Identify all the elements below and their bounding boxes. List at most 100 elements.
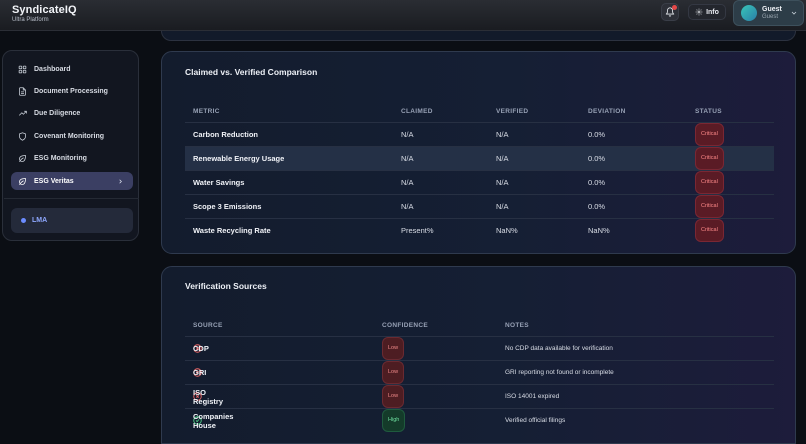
info-button[interactable]: Info	[688, 4, 726, 20]
table-row[interactable]: Companies House High Verified official f…	[185, 408, 774, 432]
metric-cell: Carbon Reduction	[193, 130, 258, 139]
sources-title: Verification Sources	[185, 281, 267, 291]
verified-cell: N/A	[496, 202, 509, 211]
confidence-badge: Low	[382, 361, 405, 384]
lma-label: LMA	[32, 217, 48, 224]
confidence-badge: High	[382, 409, 406, 432]
sidebar-divider	[4, 198, 139, 199]
table-row[interactable]: Renewable Energy Usage N/A N/A 0.0% Crit…	[185, 146, 774, 170]
column-header-claimed: CLAIMED	[401, 107, 433, 115]
shield-icon	[19, 131, 26, 141]
user-menu-button[interactable]: Guest Guest	[733, 0, 804, 26]
leaf-icon	[19, 154, 26, 162]
metric-cell: Scope 3 Emissions	[193, 202, 262, 211]
table-row[interactable]: Carbon Reduction N/A N/A 0.0% Critical	[185, 122, 774, 146]
metric-cell: Water Savings	[193, 178, 245, 187]
claimed-cell: N/A	[401, 178, 414, 187]
info-label: Info	[706, 8, 719, 16]
grid-icon	[18, 65, 27, 73]
leaf-icon	[19, 177, 26, 185]
verified-cell: N/A	[496, 154, 509, 163]
sidebar-item-label: Dashboard	[34, 65, 71, 73]
source-name: GRI	[193, 368, 207, 377]
sidebar-item-label: Covenant Monitoring	[34, 132, 104, 140]
column-header-confidence: CONFIDENCE	[382, 321, 428, 329]
table-row[interactable]: Scope 3 Emissions N/A N/A 0.0% Critical	[185, 194, 774, 218]
column-header-notes: NOTES	[505, 321, 529, 329]
gear-icon	[695, 8, 703, 16]
user-role: Guest	[762, 14, 779, 20]
trend-icon	[18, 110, 27, 116]
deviation-cell: 0.0%	[588, 202, 606, 211]
table-row[interactable]: CDP Low No CDP data available for verifi…	[185, 336, 774, 360]
sidebar-item-label: ESG Veritas	[34, 177, 74, 185]
x-circle-icon	[193, 392, 202, 401]
x-circle-icon	[193, 368, 202, 377]
notification-dot	[672, 5, 677, 10]
comparison-panel: Claimed vs. Verified Comparison METRIC C…	[161, 51, 796, 254]
source-name: CDP	[193, 344, 209, 353]
notifications-button[interactable]	[661, 3, 679, 21]
table-row[interactable]: Waste Recycling Rate Present% NaN% NaN% …	[185, 218, 774, 242]
verified-cell: NaN%	[496, 226, 518, 235]
x-circle-icon	[193, 344, 202, 353]
brand[interactable]: SyndicateIQ Ultra Platform	[12, 4, 77, 23]
column-header-deviation: DEVIATION	[588, 107, 626, 115]
status-badge: Critical	[695, 123, 724, 146]
lma-button[interactable]: LMA	[11, 208, 133, 233]
avatar	[741, 5, 757, 21]
sidebar: Dashboard Document Processing Due Dilige…	[2, 50, 139, 241]
verified-cell: N/A	[496, 178, 509, 187]
status-dot	[21, 218, 26, 223]
sidebar-item-esg-monitoring[interactable]: ESG Monitoring	[11, 149, 133, 167]
notes-cell: Verified official filings	[505, 417, 566, 424]
claimed-cell: N/A	[401, 154, 414, 163]
chevron-right-icon	[119, 178, 122, 184]
column-header-verified: VERIFIED	[496, 107, 529, 115]
verification-sources-panel: Verification Sources SOURCE CONFIDENCE N…	[161, 266, 796, 444]
claimed-cell: N/A	[401, 202, 414, 211]
confidence-badge: Low	[382, 385, 405, 408]
check-circle-icon	[193, 416, 202, 425]
column-header-source: SOURCE	[193, 321, 223, 329]
deviation-cell: NaN%	[588, 226, 610, 235]
user-name: Guest	[762, 6, 782, 13]
comparison-table-header: METRIC CLAIMED VERIFIED DEVIATION STATUS	[185, 101, 775, 121]
column-header-metric: METRIC	[193, 107, 220, 115]
sidebar-item-covenant-monitoring[interactable]: Covenant Monitoring	[11, 127, 133, 145]
table-row[interactable]: GRI Low GRI reporting not found or incom…	[185, 360, 774, 384]
sidebar-item-dashboard[interactable]: Dashboard	[11, 60, 133, 78]
sources-table-header: SOURCE CONFIDENCE NOTES	[185, 315, 775, 335]
table-row[interactable]: Water Savings N/A N/A 0.0% Critical	[185, 170, 774, 194]
sidebar-item-document-processing[interactable]: Document Processing	[11, 82, 133, 100]
claimed-cell: Present%	[401, 226, 434, 235]
document-icon	[19, 86, 26, 96]
deviation-cell: 0.0%	[588, 130, 606, 139]
table-row[interactable]: ISO Registry Low ISO 14001 expired	[185, 384, 774, 408]
sidebar-item-due-diligence[interactable]: Due Diligence	[11, 104, 133, 122]
verified-cell: N/A	[496, 130, 509, 139]
metric-cell: Renewable Energy Usage	[193, 154, 285, 163]
source-name: ISO Registry	[193, 387, 224, 406]
status-badge: Critical	[695, 195, 724, 218]
sidebar-item-label: ESG Monitoring	[34, 154, 87, 162]
notes-cell: No CDP data available for verification	[505, 345, 613, 352]
bell-icon	[665, 7, 675, 17]
sidebar-item-esg-veritas[interactable]: ESG Veritas	[11, 172, 133, 190]
notes-cell: GRI reporting not found or incomplete	[505, 369, 614, 376]
comparison-title: Claimed vs. Verified Comparison	[185, 67, 318, 77]
top-bar: SyndicateIQ Ultra Platform Info Guest Gu…	[0, 0, 806, 31]
metric-cell: Waste Recycling Rate	[193, 226, 271, 235]
notes-cell: ISO 14001 expired	[505, 393, 560, 400]
column-header-status: STATUS	[695, 107, 722, 115]
brand-subtitle: Ultra Platform	[12, 17, 49, 23]
claimed-cell: N/A	[401, 130, 414, 139]
brand-name: SyndicateIQ	[12, 4, 77, 16]
chevron-down-icon	[791, 11, 797, 15]
sidebar-item-label: Due Diligence	[34, 109, 81, 117]
source-name: Companies House	[193, 411, 234, 430]
deviation-cell: 0.0%	[588, 154, 606, 163]
deviation-cell: 0.0%	[588, 178, 606, 187]
status-badge: Critical	[695, 171, 724, 194]
confidence-badge: Low	[382, 337, 405, 360]
